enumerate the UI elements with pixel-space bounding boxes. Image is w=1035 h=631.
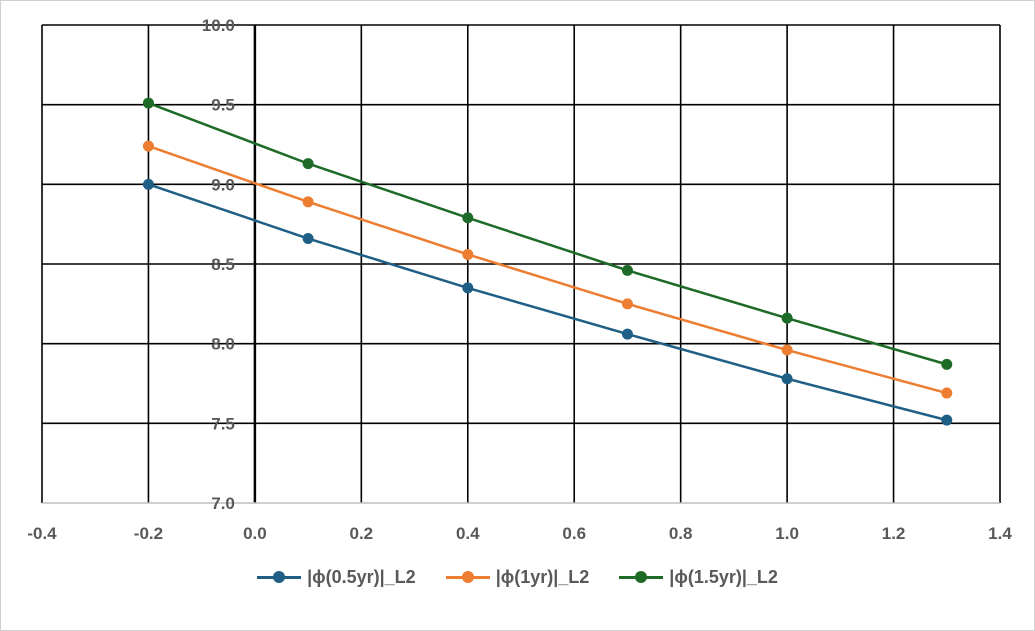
legend-entry: |ϕ(0.5yr)|_L2: [257, 567, 416, 588]
legend-entry: |ϕ(1.5yr)|_L2: [619, 567, 778, 588]
legend-label: |ϕ(1.5yr)|_L2: [669, 566, 778, 587]
series-line: [148, 101, 948, 366]
x-tick-label: 1.0: [775, 524, 799, 543]
tick-labels: -0.4 -0.2 0.0 0.2 0.4 0.6 0.8 1.0 1.2 1.4 7.0 7.5 8.…: [27, 16, 1012, 543]
y-tick-label: 7.0: [211, 494, 235, 513]
legend-label: |ϕ(1yr)|_L2: [495, 566, 590, 587]
data-point: [302, 233, 314, 245]
series-0: [142, 178, 953, 426]
y-tick-label: 9.0: [211, 175, 235, 194]
legend-label: |ϕ(0.5yr)|_L2: [307, 566, 416, 587]
y-tick-label: 8.5: [211, 255, 235, 274]
x-tick-label: -0.2: [134, 524, 163, 543]
data-point: [781, 344, 793, 356]
legend-swatch: [445, 570, 490, 584]
x-tick-label: 0.2: [350, 524, 374, 543]
y-tick-label: 7.5: [211, 414, 235, 433]
series: [142, 97, 953, 426]
x-tick-label: 1.4: [988, 524, 1012, 543]
data-point: [781, 373, 793, 385]
y-tick-label: 9.5: [211, 96, 235, 115]
x-tick-label: 1.2: [882, 524, 906, 543]
x-tick-label: 0.4: [456, 524, 480, 543]
data-point: [462, 282, 474, 294]
data-point: [142, 97, 154, 109]
data-point: [621, 264, 633, 276]
data-point: [142, 178, 154, 190]
data-point: [142, 140, 154, 152]
data-point: [941, 358, 953, 370]
data-point: [621, 298, 633, 310]
grid: [41, 24, 1001, 504]
series-2: [142, 97, 953, 370]
x-tick-label: 0.8: [669, 524, 693, 543]
data-point: [302, 158, 314, 170]
series-1: [142, 140, 953, 399]
legend: |ϕ(0.5yr)|_L2 |ϕ(1yr)|_L2 |ϕ(1.5yr)|_L2: [0, 560, 1035, 594]
data-point: [462, 248, 474, 260]
data-point: [302, 196, 314, 208]
data-point: [781, 312, 793, 324]
legend-entry: |ϕ(1yr)|_L2: [445, 566, 590, 588]
series-line: [148, 183, 948, 422]
y-tick-label: 8.0: [211, 335, 235, 354]
y-tick-label: 10.0: [202, 16, 235, 35]
legend-swatch: [257, 570, 302, 584]
x-tick-label: 0.0: [243, 524, 267, 543]
series-line: [148, 144, 948, 395]
x-tick-label: -0.4: [27, 524, 57, 543]
x-tick-label: 0.6: [562, 524, 586, 543]
data-point: [621, 328, 633, 340]
data-point: [941, 414, 953, 426]
data-point: [941, 387, 953, 399]
legend-swatch: [619, 570, 664, 584]
data-point: [462, 212, 474, 224]
